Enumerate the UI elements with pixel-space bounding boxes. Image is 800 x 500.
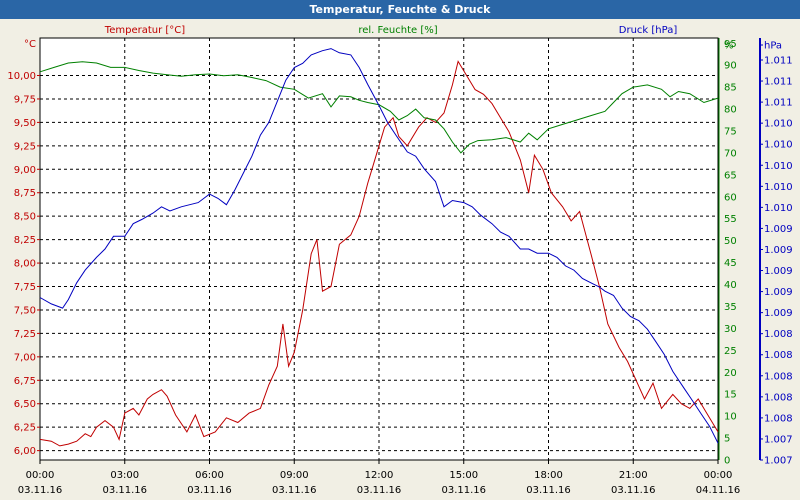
labels: 00:00 03.11.16 03:00 03.11.16 06:00 03.11.16 0… <box>7 25 792 496</box>
right2-tick-label: 1.010 <box>764 203 793 214</box>
x-tick-label: 12:00 <box>365 470 394 481</box>
x-date-label: 04.11.16 <box>696 485 741 496</box>
right2-tick-label: 1.008 <box>764 392 793 403</box>
x-date-label: 03.11.16 <box>441 485 486 496</box>
series-line <box>39 48 719 444</box>
left-tick-label: 6,75 <box>14 376 36 387</box>
left-tick-label: 6,50 <box>14 399 36 410</box>
right1-tick-label: % <box>724 41 734 52</box>
series-line <box>39 61 719 154</box>
right1-tick-label: 25 <box>724 346 737 357</box>
right2-tick-label: 1.011 <box>764 98 793 109</box>
left-axis-unit: °C <box>24 39 36 50</box>
right2-tick-label: 1.008 <box>764 371 793 382</box>
x-date-label: 03.11.16 <box>187 485 232 496</box>
right2-tick-label: hPa <box>764 41 782 52</box>
right1-tick-label: 30 <box>724 324 737 335</box>
grid <box>39 37 719 461</box>
right1-tick-label: 75 <box>724 126 737 137</box>
right2-tick-label: 1.010 <box>764 119 793 130</box>
right2-tick-label: 1.009 <box>764 287 793 298</box>
x-tick-label: 03:00 <box>110 470 139 481</box>
legend-label: rel. Feuchte [%] <box>358 25 437 36</box>
left-tick-label: 8,25 <box>14 235 36 246</box>
right2-tick-label: 1.011 <box>764 77 793 88</box>
right2-tick-label: 1.007 <box>764 456 793 467</box>
x-tick-label: 15:00 <box>449 470 478 481</box>
left-tick-label: 8,00 <box>14 259 36 270</box>
right2-tick-label: 1.011 <box>764 56 793 67</box>
left-tick-label: 9,25 <box>14 141 36 152</box>
left-tick-label: 10,00 <box>7 71 36 82</box>
right2-tick-label: 1.010 <box>764 140 793 151</box>
right2-tick-label: 1.010 <box>764 161 793 172</box>
right1-tick-label: 0 <box>724 456 730 467</box>
right2-tick-label: 1.008 <box>764 413 793 424</box>
x-date-label: 03.11.16 <box>526 485 571 496</box>
left-tick-label: 7,75 <box>14 282 36 293</box>
x-date-label: 03.11.16 <box>272 485 317 496</box>
right1-tick-label: 60 <box>724 192 737 203</box>
x-tick-label: 00:00 <box>704 470 733 481</box>
right2-tick-label: 1.009 <box>764 266 793 277</box>
axes <box>37 38 763 464</box>
left-tick-label: 9,50 <box>14 118 36 129</box>
left-tick-label: 7,25 <box>14 329 36 340</box>
right1-tick-label: 70 <box>724 148 737 159</box>
legend-label: Druck [hPa] <box>619 25 678 36</box>
right1-tick-label: 85 <box>724 83 737 94</box>
x-date-label: 03.11.16 <box>102 485 147 496</box>
right1-tick-label: 95 <box>724 39 737 50</box>
x-tick-label: 09:00 <box>280 470 309 481</box>
right2-tick-label: 1.007 <box>764 434 793 445</box>
x-tick-label: 00:00 <box>26 470 55 481</box>
series-line <box>39 60 719 447</box>
x-tick-label: 18:00 <box>534 470 563 481</box>
left-tick-label: 9,00 <box>14 165 36 176</box>
x-date-label: 03.11.16 <box>18 485 63 496</box>
right1-tick-label: 35 <box>724 302 737 313</box>
right1-tick-label: 15 <box>724 390 737 401</box>
right1-tick-label: 50 <box>724 236 737 247</box>
right1-tick-label: 20 <box>724 368 737 379</box>
right2-tick-label: 1.010 <box>764 182 793 193</box>
right2-tick-label: 1.009 <box>764 245 793 256</box>
left-tick-label: 7,50 <box>14 305 36 316</box>
right2-tick-label: 1.009 <box>764 224 793 235</box>
left-tick-label: 6,25 <box>14 423 36 434</box>
left-tick-label: 8,50 <box>14 212 36 223</box>
x-date-label: 03.11.16 <box>357 485 402 496</box>
x-tick-label: 21:00 <box>619 470 648 481</box>
right2-tick-label: 1.009 <box>764 308 793 319</box>
left-tick-label: 7,00 <box>14 352 36 363</box>
series-layer <box>39 48 719 447</box>
right2-tick-label: 1.008 <box>764 329 793 340</box>
right1-tick-label: 40 <box>724 280 737 291</box>
chart-title: Temperatur, Feuchte & Druck <box>0 0 800 19</box>
right1-tick-label: 45 <box>724 258 737 269</box>
x-tick-label: 06:00 <box>195 470 224 481</box>
right1-tick-label: 10 <box>724 412 737 423</box>
left-tick-label: 9,75 <box>14 94 36 105</box>
x-date-label: 03.11.16 <box>611 485 656 496</box>
left-tick-label: 8,75 <box>14 188 36 199</box>
right1-tick-label: 80 <box>724 105 737 116</box>
right1-tick-label: 65 <box>724 170 737 181</box>
right1-tick-label: 90 <box>724 61 737 72</box>
right1-tick-label: 5 <box>724 434 730 445</box>
left-tick-label: 6,00 <box>14 446 36 457</box>
right2-tick-label: 1.008 <box>764 350 793 361</box>
legend-label: Temperatur [°C] <box>104 25 185 36</box>
right1-tick-label: 55 <box>724 214 737 225</box>
